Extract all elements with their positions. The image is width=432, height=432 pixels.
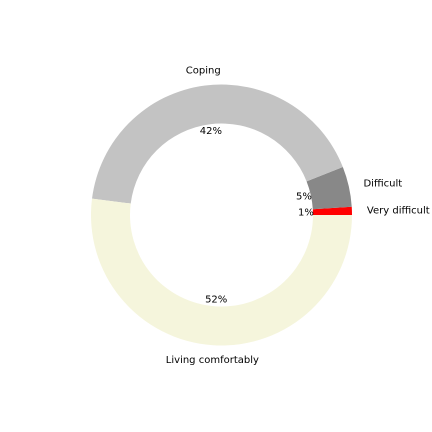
- slice-label-living-comfortably: Living comfortably: [166, 355, 259, 366]
- slice-label-coping: Coping: [186, 66, 221, 77]
- slice-percent-living-comfortably: 52%: [205, 294, 227, 305]
- donut-slices: [90, 84, 352, 346]
- slice-percent-difficult: 5%: [296, 192, 312, 203]
- donut-labels: Very difficult 1% Difficult 5% Coping 42% Livi…: [166, 66, 430, 367]
- slice-percent-coping: 42%: [200, 126, 222, 137]
- slice-coping: [92, 84, 343, 204]
- slice-living-comfortably: [90, 198, 352, 346]
- slice-very-difficult: [312, 206, 352, 215]
- slice-label-very-difficult: Very difficult: [367, 205, 430, 216]
- slice-difficult: [306, 166, 352, 210]
- slice-label-difficult: Difficult: [363, 178, 402, 189]
- slice-percent-very-difficult: 1%: [298, 207, 314, 218]
